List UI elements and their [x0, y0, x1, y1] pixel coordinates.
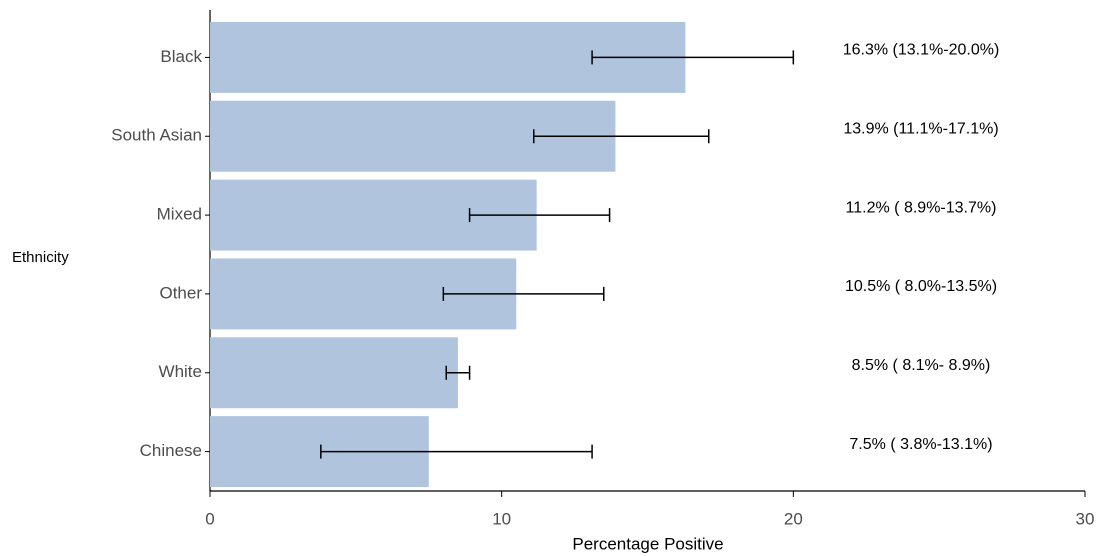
value-label: 7.5% ( 3.8%-13.1%)	[849, 436, 992, 453]
value-label: 11.2% ( 8.9%-13.7%)	[846, 199, 997, 216]
y-tick-label: Other	[159, 283, 202, 302]
y-tick-label: Mixed	[157, 205, 202, 224]
y-tick-label: Black	[160, 47, 202, 66]
value-label: 10.5% ( 8.0%-13.5%)	[845, 278, 997, 295]
bar	[210, 337, 458, 409]
value-label: 8.5% ( 8.1%- 8.9%)	[852, 357, 991, 374]
x-tick-label: 20	[784, 509, 803, 528]
x-tick-label: 10	[492, 509, 511, 528]
x-axis-title: Percentage Positive	[572, 534, 723, 553]
x-tick-label: 30	[1076, 509, 1095, 528]
x-tick-label: 0	[205, 509, 214, 528]
value-label: 16.3% (13.1%-20.0%)	[843, 42, 1000, 59]
y-tick-label: Chinese	[140, 441, 202, 460]
y-tick-label: White	[159, 362, 202, 381]
y-axis-title: Ethnicity	[12, 249, 69, 266]
y-tick-label: South Asian	[111, 126, 202, 145]
value-label: 13.9% (11.1%-17.1%)	[843, 120, 998, 137]
